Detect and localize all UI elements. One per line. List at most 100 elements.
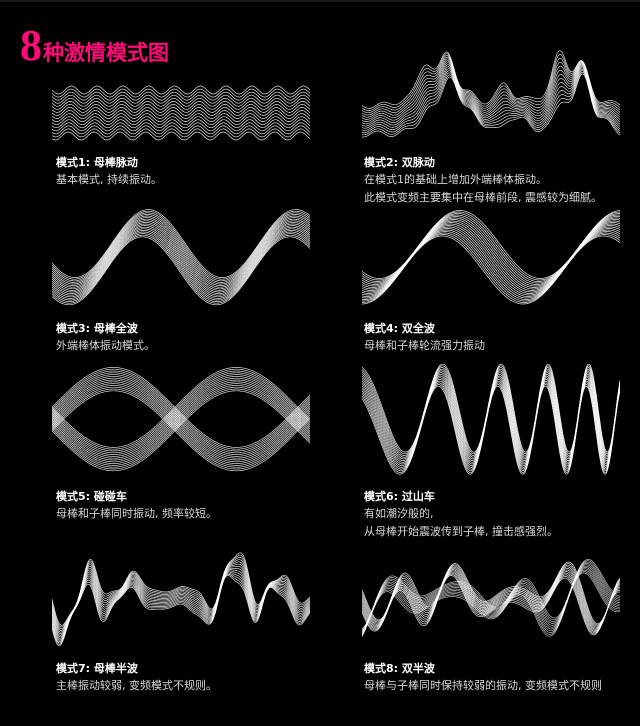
wave-line (362, 572, 620, 637)
wave-line (52, 372, 310, 454)
mode-3-waveform (52, 209, 310, 306)
mode-1-title: 模式1: 母棒脉动 (56, 156, 138, 169)
wave-line (362, 216, 620, 285)
wave-line (52, 372, 310, 454)
mode-5-desc-line-1: 母棒和子棒同时振动, 频率较短。 (56, 507, 217, 520)
wave-line (52, 128, 310, 138)
wave-line (52, 116, 310, 126)
mode-8-desc-line-1: 母棒与子棒同时保持较弱的振动, 变频模式不规则 (364, 679, 602, 692)
wave-line (52, 367, 310, 448)
wave-line (362, 235, 620, 305)
wave-line (52, 376, 310, 457)
wave-line (52, 215, 310, 285)
wave-line (362, 64, 620, 125)
wave-line (52, 230, 310, 299)
wave-line (52, 370, 310, 452)
wave-line (362, 571, 620, 632)
wave-line (52, 223, 310, 293)
mode-3-title: 模式3: 母棒全波 (56, 322, 138, 335)
page-header: 8 种激情模式图 (20, 21, 169, 70)
mode-6-desc-line-1: 有如潮汐般的, (364, 507, 434, 520)
header-number: 8 (20, 21, 42, 70)
wave-line (362, 71, 620, 136)
wave-line (52, 565, 310, 636)
wave-line (362, 385, 620, 475)
wave-line (52, 100, 310, 110)
mode-8-waveform (362, 559, 620, 637)
wave-line (362, 56, 620, 116)
wave-line (362, 566, 620, 628)
mode-2-desc-line-2: 此模式变频主要集中在母棒前段, 震感较为细腻。 (364, 191, 602, 204)
wave-line (52, 97, 310, 107)
wave-line (362, 70, 620, 133)
wave-line (52, 110, 310, 119)
wave-line (52, 209, 310, 278)
mode-2-waveform (362, 50, 620, 138)
mode-8-title: 模式8: 双半波 (364, 662, 435, 675)
wave-line (362, 364, 620, 453)
wave-line (52, 220, 310, 290)
wave-line (52, 559, 310, 631)
wave-line (362, 67, 620, 129)
mode-7-waveform (52, 552, 310, 647)
wave-line (52, 374, 310, 455)
wave-line (362, 219, 620, 288)
wave-line (52, 368, 310, 450)
mode-7-desc-line-1: 主棒振动较弱, 变频模式不规则。 (56, 679, 217, 692)
wave-line (362, 68, 620, 131)
top-divider (0, 0, 640, 2)
wave-line (52, 377, 310, 459)
mode-4-waveform (362, 210, 620, 305)
wave-line (362, 54, 620, 114)
mode-6-desc-line-2: 从母棒开始震波传到子棒, 撞击感强烈。 (364, 525, 558, 538)
mode-1-waveform (52, 85, 310, 141)
wave-line (362, 231, 620, 300)
wave-line (52, 234, 310, 304)
mode-5-waveform (52, 367, 310, 472)
wave-line (362, 53, 620, 111)
mode-4-title: 模式4: 双全波 (364, 322, 435, 335)
wave-line (52, 210, 310, 280)
wave-line (362, 62, 620, 122)
wave-line (52, 385, 310, 466)
wave-line (362, 567, 620, 629)
wave-line (52, 125, 310, 135)
wave-line (362, 368, 620, 458)
mode-6-waveform (362, 364, 620, 475)
wave-line (52, 104, 310, 113)
mode-3-desc-line-1: 外端棒体振动模式。 (56, 339, 155, 352)
mode-6-title: 模式6: 过山车 (364, 490, 435, 503)
wave-line (362, 571, 620, 637)
wave-line (362, 66, 620, 127)
wave-line (52, 231, 310, 301)
wave-line (52, 91, 310, 101)
mode-7-title: 模式7: 母棒半波 (56, 662, 138, 675)
wave-line (52, 386, 310, 468)
wave-line (52, 367, 310, 448)
mode-1-desc-line-1: 基本模式, 持续振动。 (56, 173, 162, 186)
wave-line (52, 233, 310, 302)
mode-2-desc-line-1: 在模式1的基础上增加外端棒体振动。 (364, 173, 547, 186)
wave-line (52, 222, 310, 291)
wave-line (52, 374, 310, 455)
wave-line (362, 570, 620, 631)
wave-line (52, 390, 310, 472)
wave-line (52, 85, 310, 95)
wave-line (52, 212, 310, 282)
mode-5-title: 模式5: 碰碰车 (56, 490, 127, 503)
wave-line (362, 60, 620, 120)
wave-line (52, 113, 310, 122)
wave-line (52, 228, 310, 298)
wave-line (362, 223, 620, 293)
wave-line (362, 370, 620, 460)
wave-line (52, 226, 310, 296)
wave-line (52, 225, 310, 294)
wave-line (52, 119, 310, 129)
wave-line (362, 372, 620, 461)
wave-line (362, 373, 620, 463)
wave-line (52, 381, 310, 463)
wave-line (52, 214, 310, 283)
wave-line (362, 367, 620, 456)
wave-line (52, 388, 310, 470)
wave-line (362, 58, 620, 118)
